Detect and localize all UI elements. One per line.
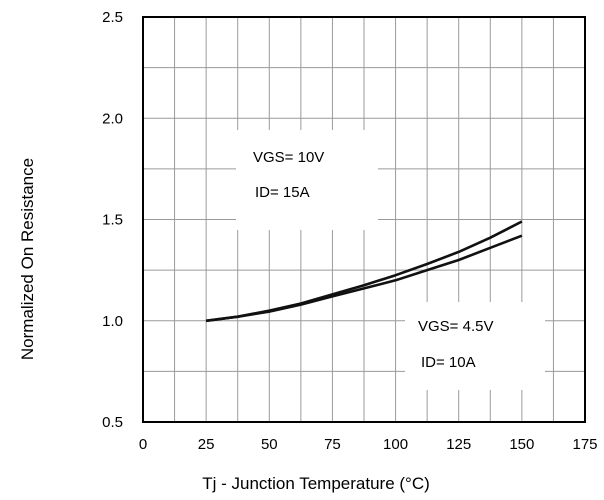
y-tick-label: 2.0 [102, 110, 123, 127]
series-line-2 [205, 234, 523, 323]
y-tick-labels: 0.5 1.0 1.5 2.0 2.5 [102, 9, 123, 431]
annotation-2-line-2: ID= 10A [421, 354, 476, 371]
x-tick-label: 150 [509, 436, 534, 453]
x-tick-label: 100 [383, 436, 408, 453]
y-tick-label: 0.5 [102, 414, 123, 431]
annotation-box-1 [236, 130, 378, 230]
annotation-box-2 [405, 302, 545, 390]
y-tick-label: 1.0 [102, 313, 123, 330]
x-tick-labels: 0 25 50 75 100 125 150 175 [139, 436, 598, 453]
x-tick-label: 50 [261, 436, 278, 453]
x-tick-label: 125 [446, 436, 471, 453]
x-tick-label: 175 [572, 436, 597, 453]
series-group [205, 220, 523, 323]
x-tick-label: 0 [139, 436, 147, 453]
x-tick-label: 25 [198, 436, 215, 453]
x-axis-title: Tj - Junction Temperature (°C) [202, 474, 430, 493]
annotation-1-line-2: ID= 15A [255, 184, 310, 201]
y-axis-title: Normalized On Resistance [18, 158, 37, 360]
plot-frame [142, 16, 586, 423]
annotation-backgrounds [236, 130, 545, 390]
x-tick-label: 75 [324, 436, 341, 453]
annotation-1-line-1: VGS= 10V [253, 149, 324, 166]
y-tick-label: 2.5 [102, 9, 123, 26]
annotation-2-line-1: VGS= 4.5V [418, 318, 493, 335]
y-tick-label: 1.5 [102, 212, 123, 229]
